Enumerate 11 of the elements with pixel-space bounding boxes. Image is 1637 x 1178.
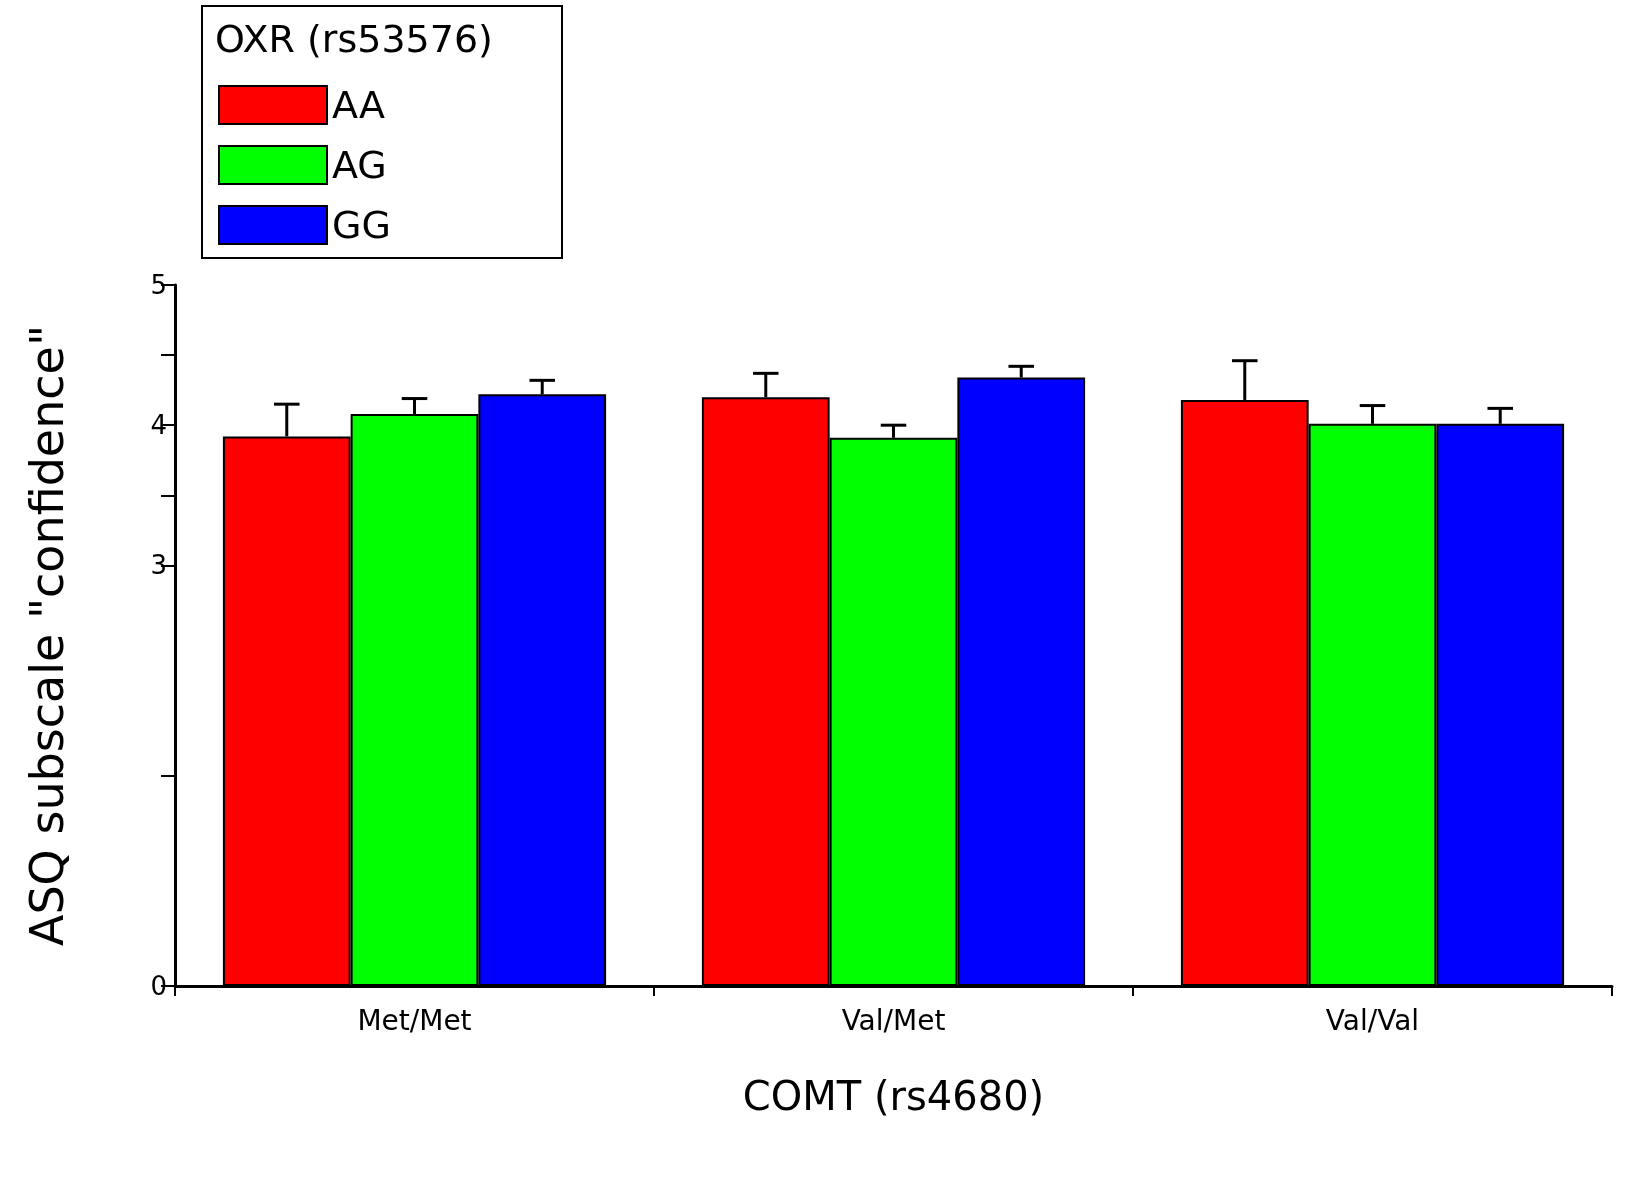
y-tick-label: 4 <box>150 410 167 441</box>
x-tick-label: Val/Met <box>841 1003 946 1037</box>
x-tick-label: Val/Val <box>1325 1003 1420 1037</box>
legend-label: AG <box>332 143 387 187</box>
legend-label: GG <box>332 203 391 247</box>
x-tick-label: Met/Met <box>357 1003 472 1037</box>
legend-label: AA <box>332 83 386 127</box>
x-axis-title: COMT (rs4680) <box>742 1073 1045 1119</box>
legend-title: OXR (rs53576) <box>215 17 493 61</box>
y-tick-label: 0 <box>150 971 167 1001</box>
y-axis-title: ASQ subscale "confidence" <box>20 324 74 947</box>
